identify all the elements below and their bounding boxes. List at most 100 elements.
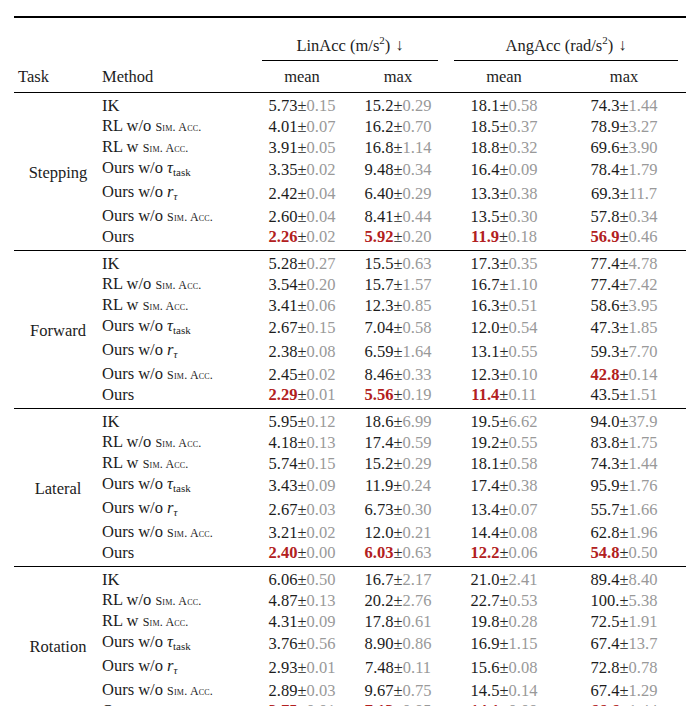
method-label: IK [102,251,254,275]
metric-cell: 2.45±0.02 [254,364,350,385]
method-smallcaps-text: Sim. Acc. [143,141,189,155]
metric-cell: 12.0±0.21 [350,522,446,543]
metric-std: 4.78 [629,254,658,273]
metric-cell: 74.3±1.44 [562,93,686,117]
metric-value-best: 2.29 [269,385,298,404]
metric-value: 17.4 [365,433,394,452]
metric-cell: 47.3±1.85 [562,316,686,340]
metric-value: 16.7 [471,275,500,294]
metric-value: 55.7 [591,500,620,519]
metric-cell: 16.8±1.14 [350,137,446,158]
metric-value: 2.60 [269,207,298,226]
method-smallcaps-text: Sim. Acc. [143,457,189,471]
plus-minus-sign: ± [297,500,306,519]
method-label: Ours [102,543,254,567]
plus-minus-sign: ± [619,433,628,452]
group-label-text: ) [608,35,614,54]
metric-std: 0.95 [403,701,432,706]
metric-cell: 42.8±0.14 [562,364,686,385]
plus-minus-sign: ± [499,412,508,431]
method-label: Ours w/o rτ [102,340,254,364]
metric-cell: 17.4±0.59 [350,432,446,453]
metric-cell: 67.4±13.7 [562,632,686,656]
metric-value: 2.38 [269,342,298,361]
method-text: RL w/o [102,116,155,135]
metric-value: 13.1 [471,342,500,361]
table-row: Ours w/o rτ2.38±0.086.59±1.6413.1±0.5559… [14,340,686,364]
metric-value: 18.8 [471,138,500,157]
metric-std: 0.15 [307,318,336,337]
metric-std: 0.07 [307,117,336,136]
plus-minus-sign: ± [619,591,628,610]
method-label: Ours w/o rτ [102,656,254,680]
metric-std: 3.27 [629,117,658,136]
metric-value: 2.93 [269,658,298,677]
metric-value: 2.45 [269,365,298,384]
metric-cell: 13.3±0.38 [446,182,562,206]
metric-cell: 12.0±0.54 [446,316,562,340]
metric-cell: 6.73±0.30 [350,498,446,522]
metric-std: 0.29 [403,454,432,473]
plus-minus-sign: ± [393,318,402,337]
plus-minus-sign: ± [297,296,306,315]
metric-value: 14.4 [471,523,500,542]
metric-std: 0.46 [629,227,658,246]
plus-minus-sign: ± [297,342,306,361]
metric-value: 95.9 [591,476,620,495]
metric-cell: 19.2±0.55 [446,432,562,453]
metric-cell: 2.89±0.03 [254,680,350,701]
metric-cell: 19.8±0.28 [446,611,562,632]
plus-minus-sign: ± [297,612,306,631]
metric-value: 16.8 [365,138,394,157]
task-label: Rotation [14,567,102,706]
metric-value-best: 11.9 [471,227,499,246]
metric-cell: 15.7±1.57 [350,274,446,295]
metric-value: 15.5 [365,254,394,273]
metric-cell: 14.4±0.08 [446,522,562,543]
plus-minus-sign: ± [619,207,628,226]
metric-cell: 15.2±0.29 [350,453,446,474]
metric-std: 0.28 [509,612,538,631]
metric-cell: 7.13±0.95 [350,701,446,706]
metric-value: 9.67 [365,681,394,700]
metric-value: 22.7 [471,591,500,610]
table-row: RL w/o Sim. Acc.3.54±0.2015.7±1.5716.7±1… [14,274,686,295]
plus-minus-sign: ± [499,612,508,631]
metric-cell: 16.3±0.51 [446,295,562,316]
group-label-text: LinAcc (m/s [296,35,379,54]
plus-minus-sign: ± [619,342,628,361]
metric-value: 18.6 [365,412,394,431]
table-row: Ours w/o τtask2.67±0.157.04±0.5812.0±0.5… [14,316,686,340]
metric-cell: 3.41±0.06 [254,295,350,316]
table-row: LateralIK5.95±0.1218.6±6.9919.5±6.6294.0… [14,409,686,433]
metric-std: 0.15 [307,454,336,473]
metric-value: 6.40 [365,184,394,203]
metric-value: 18.5 [471,117,500,136]
col-header-linacc-max: max [350,61,446,93]
plus-minus-sign: ± [297,591,306,610]
plus-minus-sign: ± [619,658,628,677]
metric-std: 0.58 [509,454,538,473]
table-row: RL w Sim. Acc.3.41±0.0612.3±0.8516.3±0.5… [14,295,686,316]
metric-value: 69.3 [591,184,620,203]
method-text: IK [102,412,119,431]
method-subscript-text: τ [174,664,178,676]
metric-std: 0.02 [307,160,336,179]
table-row: RL w Sim. Acc.5.74±0.1515.2±0.2918.1±0.5… [14,453,686,474]
header-spacer [14,17,254,61]
metric-std: 0.09 [307,476,336,495]
plus-minus-sign: ± [499,634,508,653]
plus-minus-sign: ± [499,254,508,273]
metric-std: 0.09 [509,701,538,706]
metric-std: 0.38 [509,476,538,495]
method-label: RL w/o Sim. Acc. [102,116,254,137]
method-text: Ours w/o [102,656,167,675]
metric-cell: 9.67±0.75 [350,680,446,701]
metric-cell: 21.0±2.41 [446,567,562,591]
method-text: RL w [102,453,143,472]
metric-std: 1.44 [629,454,658,473]
task-label: Forward [14,251,102,409]
method-smallcaps-text: Sim. Acc. [155,436,201,450]
metric-cell: 12.3±0.85 [350,295,446,316]
metric-std: 0.34 [403,160,432,179]
